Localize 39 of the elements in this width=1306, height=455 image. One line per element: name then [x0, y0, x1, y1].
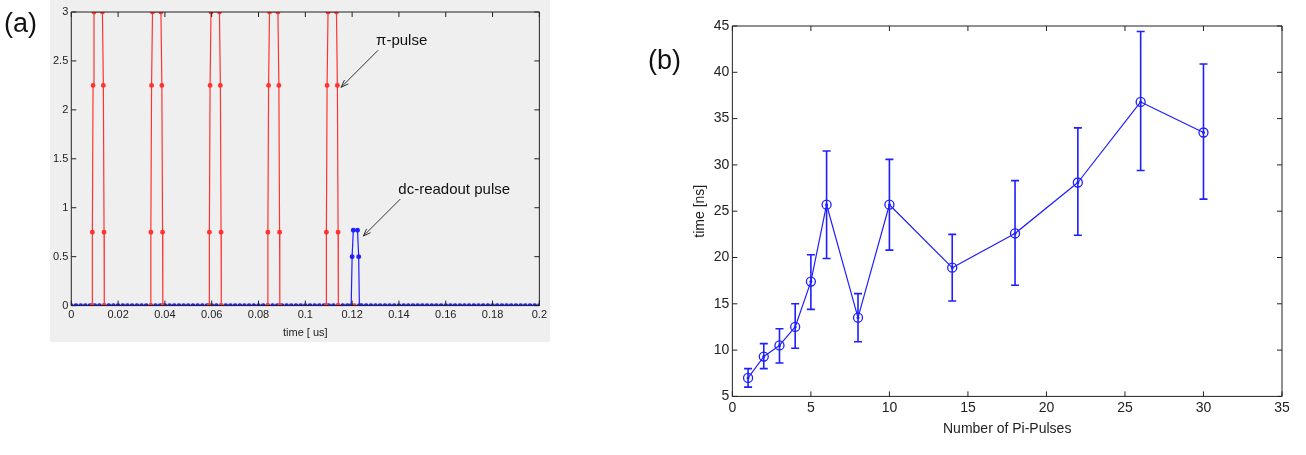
x-tick-label: 0.02: [107, 308, 129, 321]
x-tick-label: 0.14: [388, 308, 410, 321]
y-tick-label: 40: [713, 63, 730, 80]
x-axis-title: time [ us]: [283, 326, 328, 339]
x-tick-label: 0.1: [297, 308, 313, 321]
x-axis-title: Number of Pi-Pulses: [942, 420, 1072, 437]
y-tick-label: 3: [62, 5, 69, 18]
y-axis-title: time [ns]: [691, 184, 708, 238]
y-tick-label: 25: [713, 202, 730, 219]
x-tick-label: 0.16: [435, 308, 457, 321]
y-tick-label: 2: [62, 102, 69, 115]
chart-title: (a): [4, 8, 37, 39]
x-tick-label: 0.18: [481, 308, 504, 321]
x-tick-label: 20: [1038, 398, 1055, 415]
x-tick-label: 10: [881, 398, 898, 415]
y-tick-label: 45: [713, 16, 730, 33]
x-tick-label: 0.08: [247, 308, 270, 321]
x-tick-label: 0.12: [341, 308, 363, 321]
x-tick-label: 30: [1195, 398, 1212, 415]
y-tick-label: 30: [713, 155, 730, 172]
x-tick-label: 0.06: [201, 308, 223, 321]
text: (b): [648, 45, 681, 76]
x-tick-label: 25: [1117, 398, 1133, 415]
x-tick-label: 0.2: [531, 308, 547, 321]
x-tick-label: 35: [1274, 398, 1290, 415]
y-tick-label: 35: [713, 109, 730, 126]
x-tick-label: 15: [960, 398, 976, 415]
y-tick-label: 20: [713, 248, 730, 265]
y-tick-label: 10: [713, 340, 730, 357]
y-tick-label: 2.5: [52, 53, 69, 66]
annotation: dc-readout pulse: [398, 179, 511, 197]
x-tick-label: 0.04: [154, 308, 176, 321]
y-tick-label: 5: [721, 387, 730, 404]
y-tick-label: 1.5: [52, 151, 69, 164]
y-tick-label: 0: [62, 298, 69, 311]
annotation: π-pulse: [376, 30, 428, 48]
x-tick-label: 5: [806, 398, 815, 415]
y-tick-label: 1: [62, 200, 69, 213]
y-tick-label: 0.5: [52, 249, 69, 262]
